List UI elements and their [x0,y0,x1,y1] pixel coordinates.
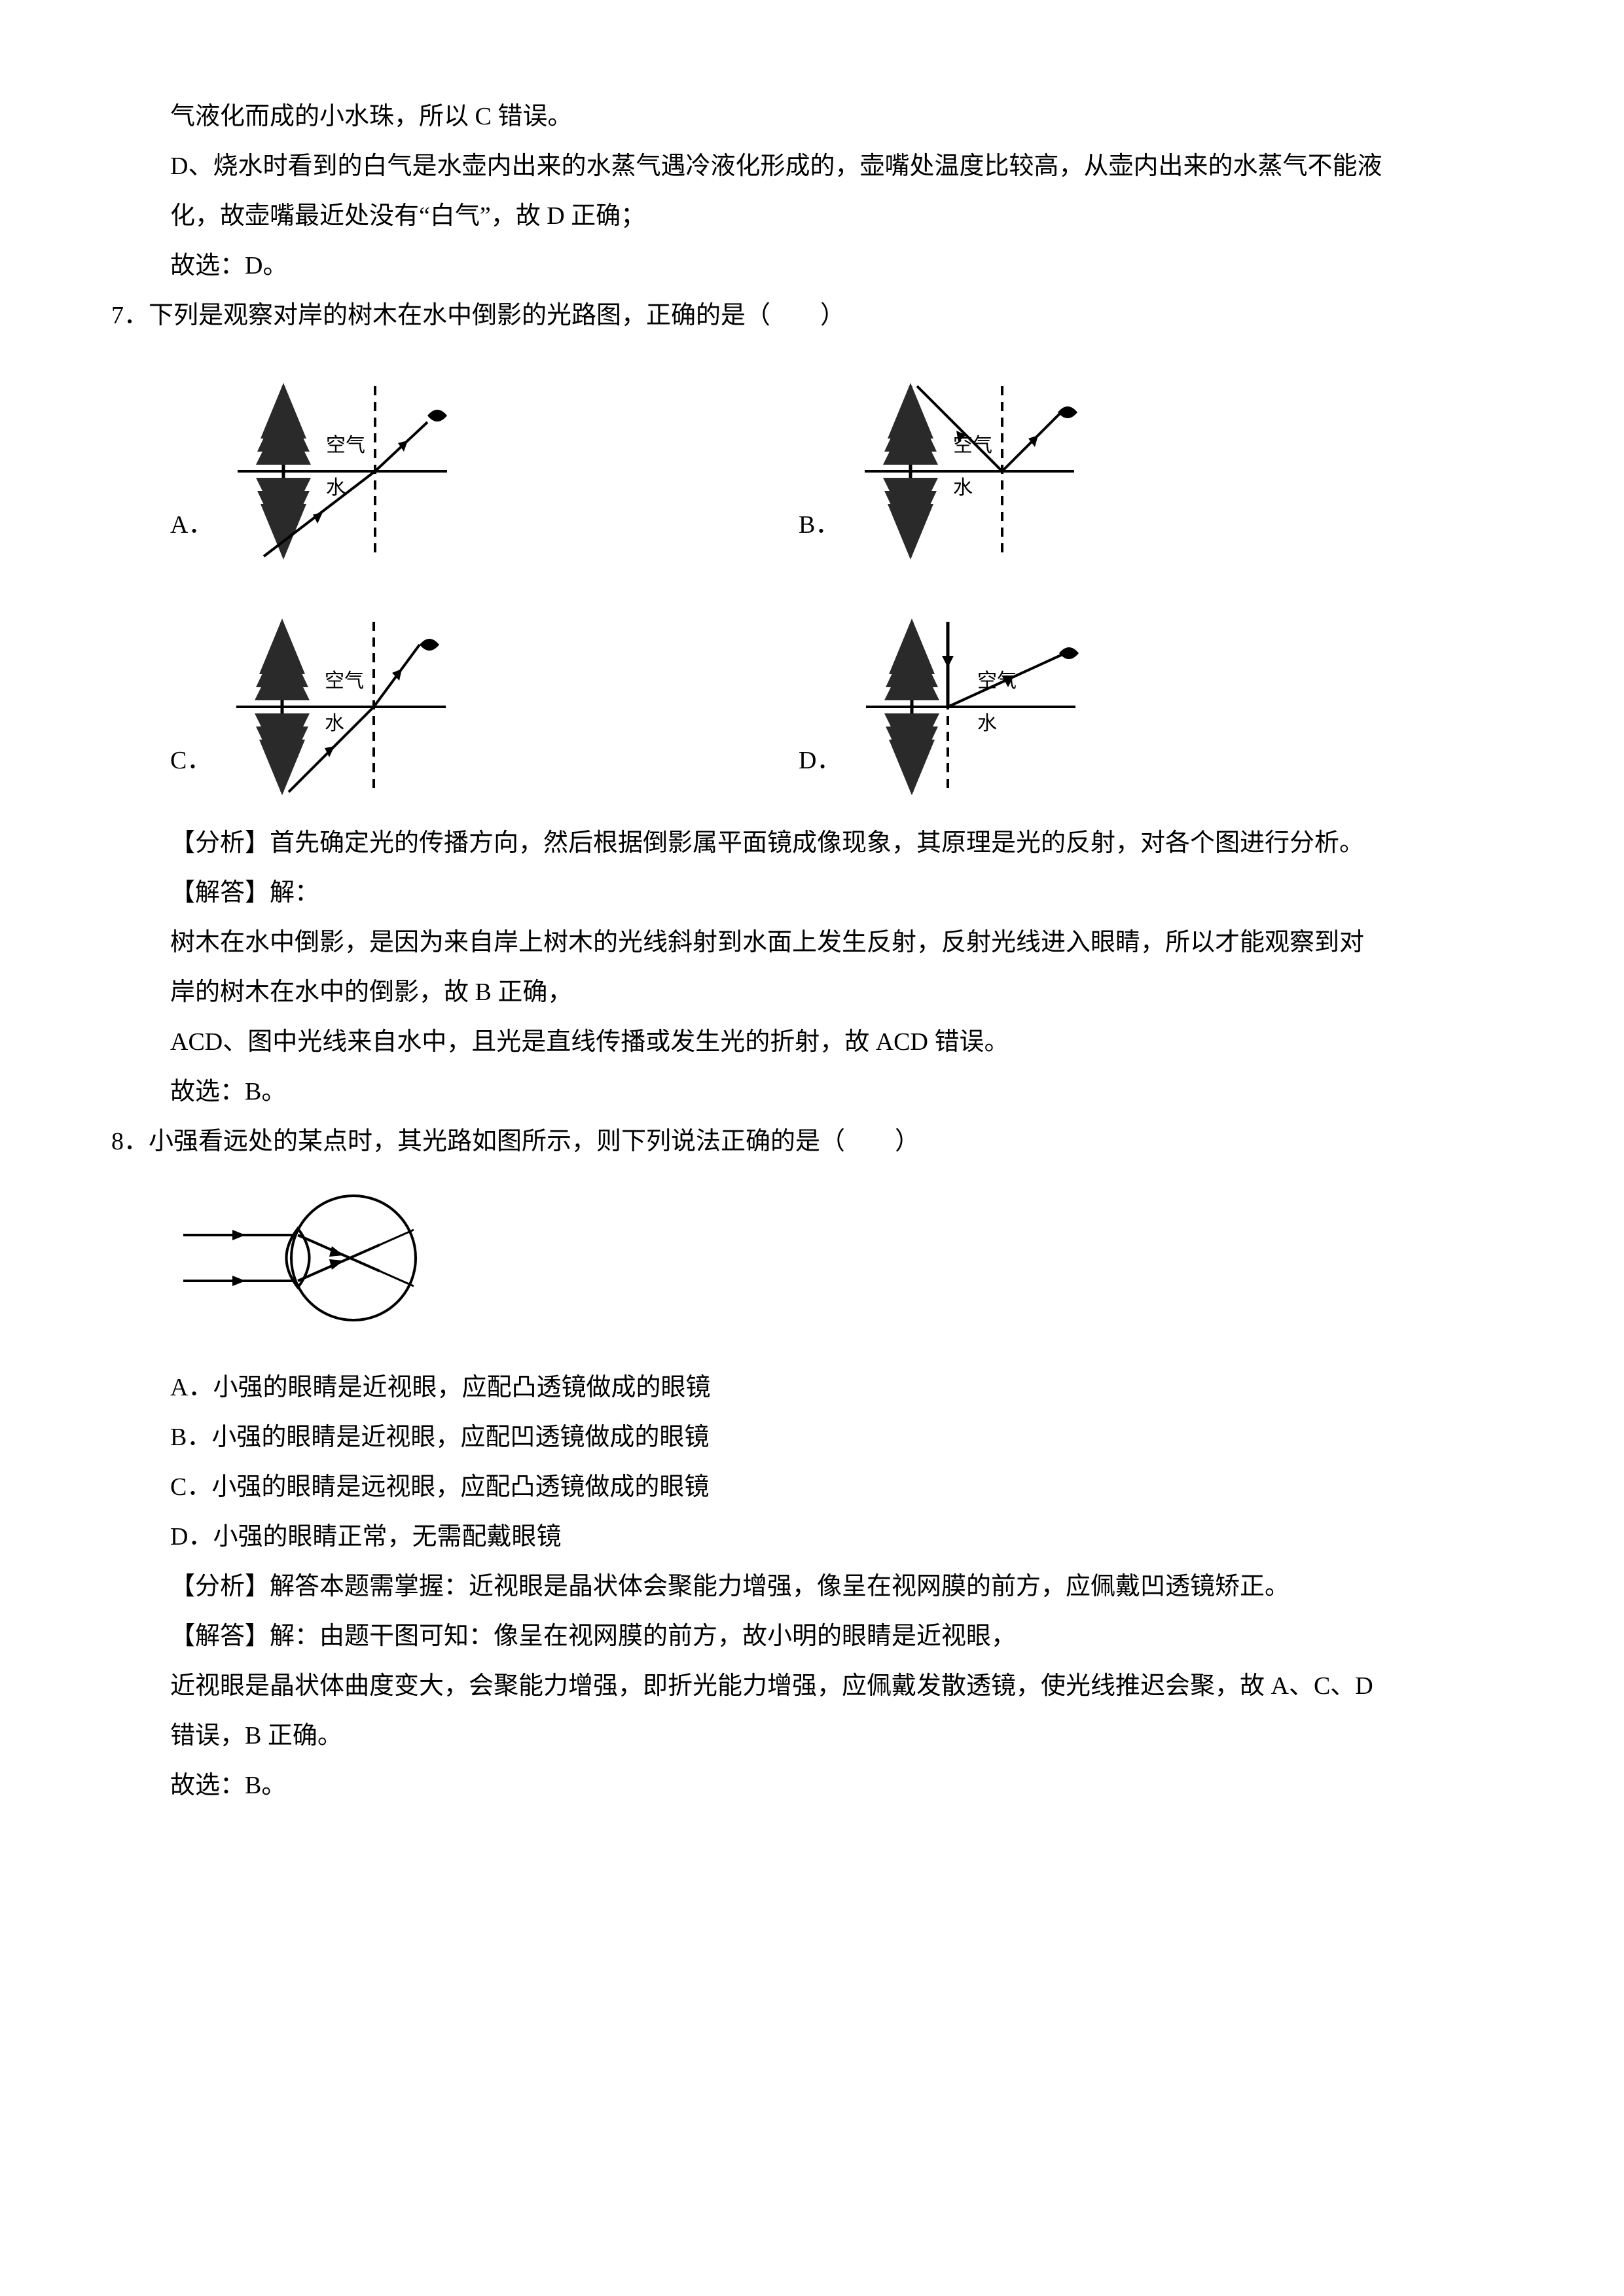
q8-option-B: B．小强的眼睛是近视眼，应配凹透镜做成的眼镜 [111,1412,1513,1462]
q7-option-D-cell: D． [799,583,1427,798]
q7-solve-head: 【解答】解： [111,868,1513,918]
q7B-water-label: 水 [953,477,973,499]
q8-number: 8． [111,1128,149,1155]
q7-solve-line1: 树木在水中倒影，是因为来自岸上树木的光线斜射到水面上发生反射，反射光线进入眼睛，… [111,918,1513,967]
q7-options-row2: C． [111,583,1513,798]
q8-stem: 8．小强看远处的某点时，其光路如图所示，则下列说法正确的是（ ） [111,1117,1513,1166]
q7-option-C-cell: C． [170,583,799,798]
q7-option-D-label: D． [799,736,841,798]
q8-option-A: A．小强的眼睛是近视眼，应配凸透镜做成的眼镜 [111,1363,1513,1412]
q7-solve-line4: 故选：B。 [111,1067,1513,1117]
q8-options: A．小强的眼睛是近视眼，应配凸透镜做成的眼镜 B．小强的眼睛是近视眼，应配凹透镜… [111,1363,1513,1562]
exam-page: 气液化而成的小水珠，所以 C 错误。 D、烧水时看到的白气是水壶内出来的水蒸气遇… [0,0,1624,2296]
q7A-water-label: 水 [326,477,346,499]
prev-answer-line3: 化，故壶嘴最近处没有“白气”，故 D 正确； [111,191,1513,241]
q8-solve-line1: 【解答】解：由题干图可知：像呈在视网膜的前方，故小明的眼睛是近视眼， [111,1611,1513,1661]
q8-solve-prefix: 解： [270,1623,319,1650]
q7-stem: 7．下列是观察对岸的树木在水中倒影的光路图，正确的是（ ） [111,291,1513,340]
q7-figure-D: 空气 水 [853,583,1089,798]
prev-answer-line4: 故选：D。 [111,241,1513,291]
q8-analysis-label: 【分析】 [170,1573,270,1600]
q7-option-A-label: A． [170,500,213,563]
q7-option-C-label: C． [170,736,211,798]
q7-option-B-label: B． [799,500,840,563]
q7-figure-C: 空气 水 [223,583,459,798]
q8-figure-eye [111,1186,1513,1330]
q7A-air-label: 空气 [326,435,365,456]
q7C-air-label: 空气 [325,670,364,692]
q7-solve-line3: ACD、图中光线来自水中，且光是直线传播或发生光的折射，故 ACD 错误。 [111,1017,1513,1067]
prev-answer-line2: D、烧水时看到的白气是水壶内出来的水蒸气遇冷液化形成的，壶嘴处温度比较高，从壶内… [111,141,1513,191]
q8-solve-line3: 错误，B 正确。 [111,1711,1513,1761]
q8-solve-label: 【解答】 [170,1623,270,1650]
q7C-water-label: 水 [325,713,344,734]
q7-solve-line2: 岸的树木在水中的倒影，故 B 正确， [111,967,1513,1017]
prev-answer-line1: 气液化而成的小水珠，所以 C 错误。 [111,92,1513,141]
q8-analysis-text: 解答本题需掌握：近视眼是晶状体会聚能力增强，像呈在视网膜的前方，应佩戴凹透镜矫正… [270,1573,1290,1600]
q8-solve-line4: 故选：B。 [111,1761,1513,1810]
q8-stem-text: 小强看远处的某点时，其光路如图所示，则下列说法正确的是（ ） [149,1128,920,1155]
q7-solve-prefix: 解： [270,879,319,906]
q8-solve1-text: 由题干图可知：像呈在视网膜的前方，故小明的眼睛是近视眼， [319,1623,1016,1650]
q7-analysis-text: 首先确定光的传播方向，然后根据倒影属平面镜成像现象，其原理是光的反射，对各个图进… [270,829,1364,857]
q7-figure-A: 空气 水 [225,347,460,563]
q7B-air-label: 空气 [953,435,992,456]
q7D-air-label: 空气 [977,670,1017,692]
q7-option-A-cell: A． [170,347,799,563]
q7-options-row1: A． [111,347,1513,563]
q8-option-D: D．小强的眼睛正常，无需配戴眼镜 [111,1512,1513,1562]
q7-figure-B: 空气 水 [852,347,1087,563]
q7-analysis-label: 【分析】 [170,829,270,857]
q8-solve-line2: 近视眼是晶状体曲度变大，会聚能力增强，即折光能力增强，应佩戴发散透镜，使光线推迟… [111,1661,1513,1711]
q8-analysis: 【分析】解答本题需掌握：近视眼是晶状体会聚能力增强，像呈在视网膜的前方，应佩戴凹… [111,1562,1513,1611]
q7-option-B-cell: B． [799,347,1427,563]
q7-number: 7． [111,302,149,329]
q7-analysis: 【分析】首先确定光的传播方向，然后根据倒影属平面镜成像现象，其原理是光的反射，对… [111,818,1513,868]
q8-option-C: C．小强的眼睛是远视眼，应配凸透镜做成的眼镜 [111,1462,1513,1512]
q7-solve-label: 【解答】 [170,879,270,906]
q7-stem-text: 下列是观察对岸的树木在水中倒影的光路图，正确的是（ ） [149,302,845,329]
q7D-water-label: 水 [977,713,997,734]
